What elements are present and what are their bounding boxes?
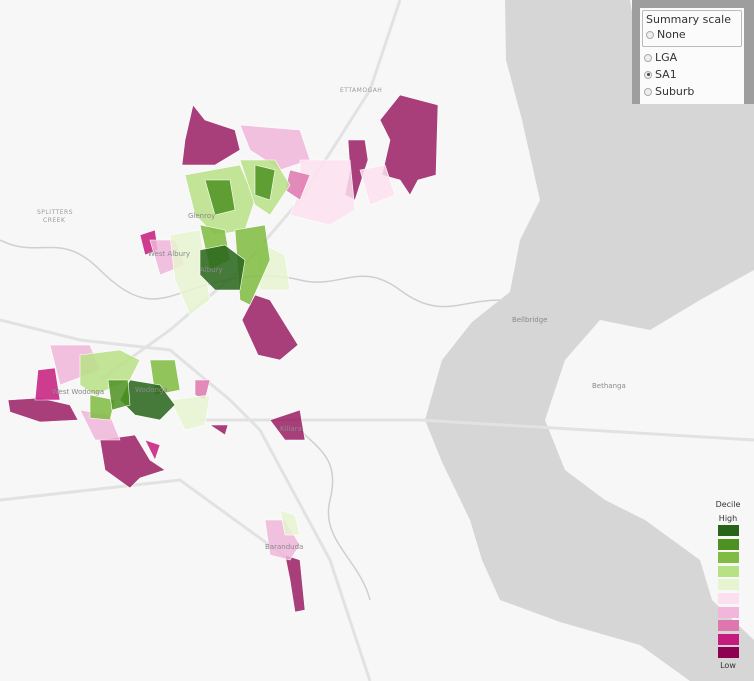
region-decile-1[interactable]	[269, 409, 306, 441]
region-decile-8[interactable]	[89, 394, 116, 421]
legend-swatch-8	[717, 620, 739, 632]
option-sa1[interactable]: SA1	[644, 66, 740, 83]
legend-swatch-1	[717, 525, 739, 536]
region-decile-10[interactable]	[199, 244, 246, 291]
legend-swatch-2	[717, 538, 739, 550]
region-decile-1[interactable]	[241, 294, 299, 361]
summary-scale-control: Summary scale None LGA SA1 Suburb	[632, 0, 754, 104]
legend-high-label: High	[718, 514, 738, 523]
region-decile-4[interactable]	[264, 519, 301, 561]
label-glenroy: Glenroy	[188, 212, 215, 220]
label-albury: Albury	[200, 266, 223, 274]
label-killara: Killara	[280, 425, 302, 433]
option-none[interactable]: None	[646, 26, 738, 43]
legend-title: Decile	[715, 500, 741, 509]
summary-scale-title: Summary scale	[646, 13, 731, 26]
decile-legend: Decile High Low	[708, 500, 748, 670]
option-lga[interactable]: LGA	[644, 49, 740, 66]
place-labels: ETTAMOGAH SPLITTERS CREEK Glenroy West A…	[37, 87, 626, 551]
label-west-wodonga: West Wodonga	[52, 388, 104, 396]
legend-swatch-7	[717, 606, 739, 618]
region-decile-9[interactable]	[107, 379, 131, 411]
label-baranduda: Baranduda	[265, 543, 303, 551]
option-suburb[interactable]: Suburb	[644, 83, 740, 100]
legend-swatch-10	[717, 647, 739, 659]
legend-swatch-9	[717, 633, 739, 645]
region-decile-1[interactable]	[284, 554, 306, 613]
legend-swatch-3	[717, 552, 739, 564]
label-bethanga: Bethanga	[592, 382, 626, 390]
region-decile-2[interactable]	[144, 439, 161, 461]
region-decile-1[interactable]	[181, 104, 241, 166]
legend-low-label: Low	[720, 660, 736, 670]
label-splitters-creek-1: SPLITTERS	[37, 209, 73, 216]
radio-icon[interactable]	[646, 30, 654, 39]
radio-icon[interactable]	[644, 87, 652, 96]
label-ettamogah: ETTAMOGAH	[340, 87, 382, 94]
label-bellbridge: Bellbridge	[512, 316, 547, 324]
region-decile-1[interactable]	[99, 434, 166, 489]
region-decile-1[interactable]	[379, 94, 439, 196]
label-splitters-creek-2: CREEK	[43, 217, 66, 224]
region-decile-2[interactable]	[34, 367, 61, 401]
lake-hume	[425, 0, 754, 681]
region-decile-9[interactable]	[254, 164, 276, 201]
region-decile-9[interactable]	[204, 179, 236, 216]
region-decile-6[interactable]	[279, 509, 301, 536]
region-decile-6[interactable]	[169, 394, 211, 431]
region-decile-1[interactable]	[209, 424, 229, 436]
label-wodonga: Wodonga	[135, 386, 168, 394]
label-west-albury: West Albury	[148, 250, 190, 258]
region-decile-4[interactable]	[239, 124, 311, 171]
radio-selected-icon[interactable]	[644, 70, 652, 79]
region-decile-5[interactable]	[359, 164, 396, 206]
legend-swatch-4	[717, 565, 739, 577]
legend-swatch-5	[717, 579, 739, 591]
radio-icon[interactable]	[644, 53, 652, 62]
legend-swatch-6	[717, 592, 739, 604]
choropleth-regions	[7, 94, 439, 613]
